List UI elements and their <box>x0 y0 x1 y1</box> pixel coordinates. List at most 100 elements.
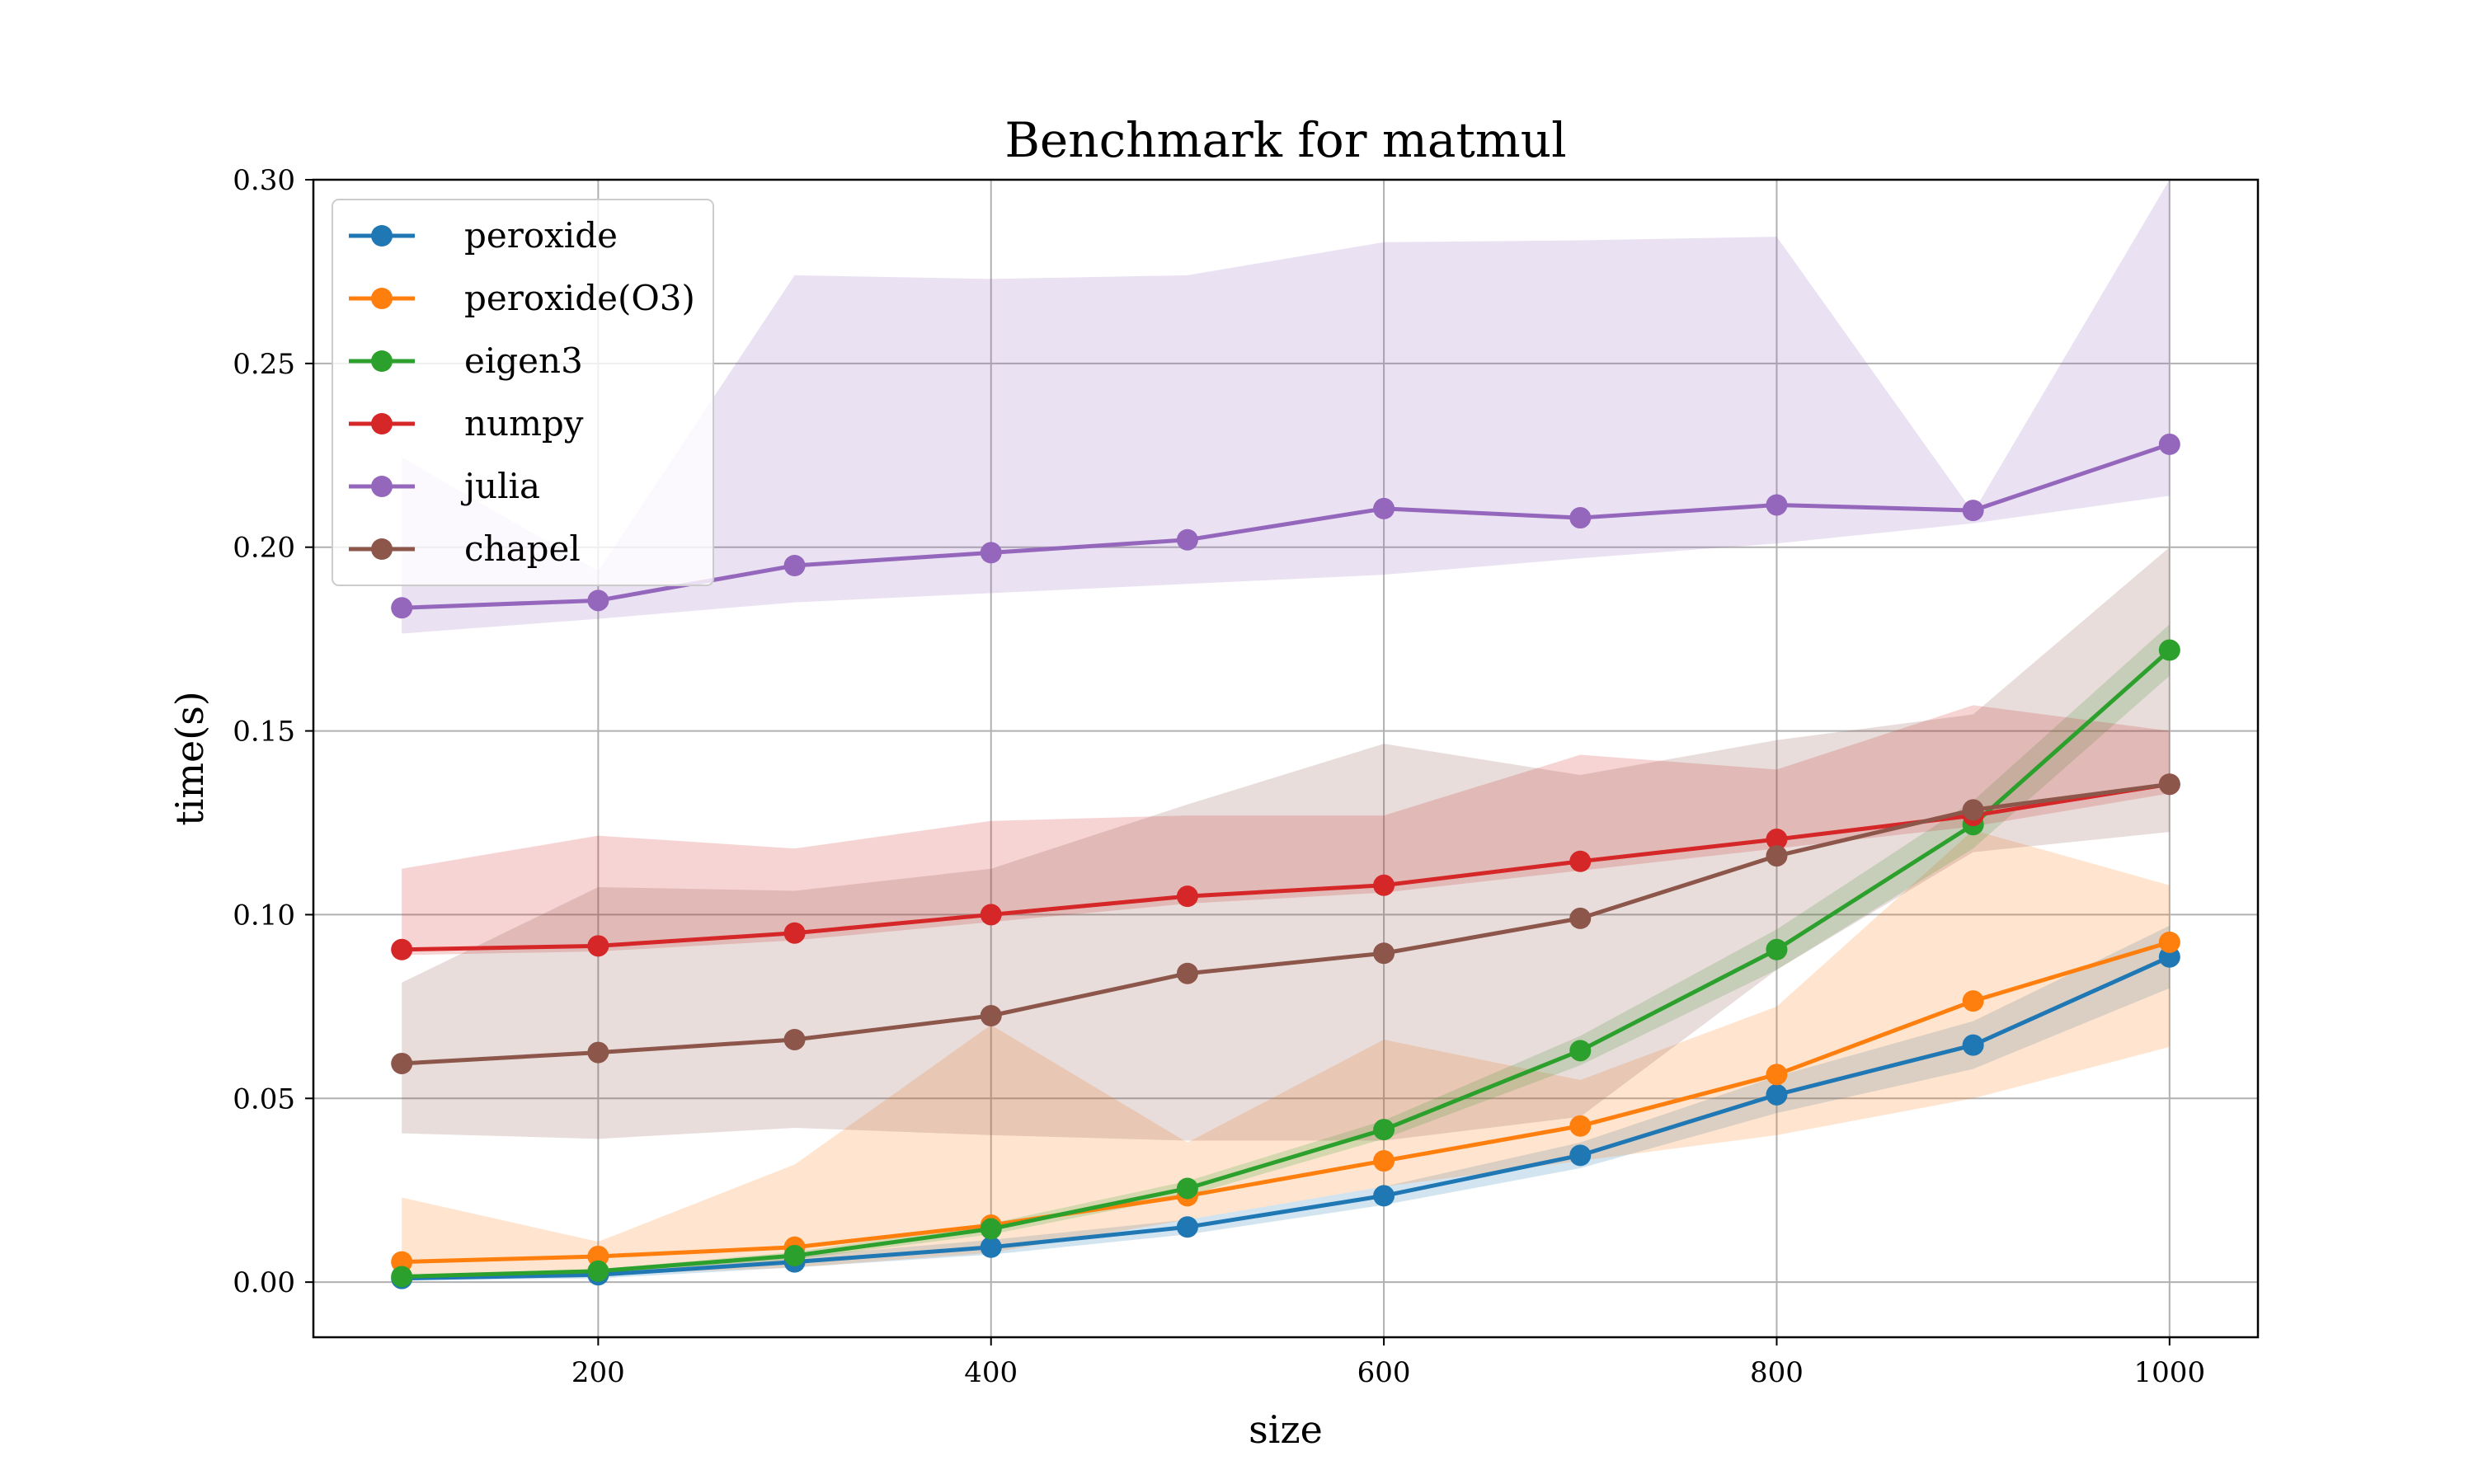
series-line-numpy <box>402 782 2171 952</box>
legend-marker <box>371 476 393 497</box>
data-point-chapel <box>391 1052 413 1074</box>
legend-label: julia <box>460 466 540 506</box>
error-bands <box>402 180 2170 1280</box>
band-numpy <box>402 705 2170 956</box>
data-point-peroxide-o3 <box>391 1251 413 1273</box>
data-point-julia <box>587 589 609 612</box>
data-point-eigen3 <box>391 1266 413 1288</box>
data-point-numpy <box>783 922 806 944</box>
data-point-chapel <box>783 1028 806 1050</box>
y-tick-label: 0.10 <box>233 899 295 932</box>
series-line-chapel <box>402 782 2171 1066</box>
data-point-eigen3 <box>783 1245 806 1267</box>
data-point-peroxide-o3 <box>1766 1064 1788 1086</box>
legend-label: chapel <box>464 528 581 569</box>
y-tick-label: 0.30 <box>233 164 295 197</box>
y-tick-label: 0.15 <box>233 716 295 749</box>
data-point-chapel <box>980 1005 1002 1026</box>
data-point-peroxide <box>2158 946 2180 968</box>
data-point-eigen3 <box>2158 639 2180 661</box>
legend-item-chapel: chapel <box>349 528 581 569</box>
data-point-peroxide <box>1962 1034 1984 1056</box>
data-point-peroxide <box>1176 1216 1198 1238</box>
legend-label: numpy <box>464 403 584 444</box>
plot-frame <box>312 178 2260 1339</box>
legend-item-numpy: numpy <box>349 403 584 444</box>
series-line-peroxide-o3 <box>402 940 2171 1265</box>
y-tick-label: 0.00 <box>233 1266 295 1299</box>
data-point-peroxide-o3 <box>1373 1150 1395 1172</box>
series-line-peroxide <box>402 955 2171 1281</box>
legend: peroxide peroxide(O3) eigen3 numpy julia chap… <box>332 199 714 586</box>
data-point-eigen3 <box>587 1260 609 1282</box>
data-point-peroxide <box>980 1236 1002 1258</box>
data-point-julia <box>1962 500 1984 522</box>
data-point-peroxide-o3 <box>587 1245 609 1267</box>
x-tick-label: 800 <box>1750 1356 1804 1389</box>
data-point-eigen3 <box>1373 1119 1395 1141</box>
legend-item-eigen3: eigen3 <box>349 340 583 381</box>
legend-marker <box>371 538 393 560</box>
x-tick-label: 600 <box>1357 1356 1411 1389</box>
y-tick-label: 0.25 <box>233 348 295 381</box>
data-point-numpy <box>587 935 609 957</box>
band-peroxide-o3- <box>402 829 2170 1279</box>
data-point-julia <box>783 555 806 576</box>
legend-item-peroxide-o3: peroxide(O3) <box>349 278 695 318</box>
data-point-numpy <box>1569 850 1592 872</box>
data-point-julia <box>1373 497 1395 519</box>
x-tick-label: 1000 <box>2134 1356 2206 1389</box>
band-chapel <box>402 547 2170 1141</box>
data-point-chapel <box>2158 773 2180 796</box>
legend-label: eigen3 <box>464 340 583 381</box>
data-point-chapel <box>1373 942 1395 965</box>
data-point-chapel <box>1766 845 1788 867</box>
y-tick-label: 0.20 <box>233 532 295 565</box>
series-chapel <box>391 773 2180 1074</box>
legend-item-julia: julia <box>349 466 540 506</box>
data-point-numpy <box>1373 874 1395 896</box>
data-point-chapel <box>1176 962 1198 984</box>
series-line-eigen3 <box>402 648 2171 1279</box>
data-point-peroxide-o3 <box>2158 931 2180 953</box>
data-point-julia <box>1766 494 1788 516</box>
data-point-julia <box>980 542 1002 564</box>
x-tick-label: 200 <box>571 1356 625 1389</box>
data-point-peroxide-o3 <box>1962 990 1984 1012</box>
data-point-chapel <box>1569 907 1592 929</box>
data-point-julia <box>391 597 413 619</box>
chart-title: Benchmark for matmul <box>1004 112 1566 168</box>
data-point-chapel <box>587 1041 609 1064</box>
series-lines <box>391 433 2180 1289</box>
legend-marker <box>371 288 393 309</box>
data-point-peroxide <box>1569 1144 1592 1167</box>
grid-lines <box>313 179 2258 1337</box>
legend-item-peroxide: peroxide <box>349 215 618 256</box>
x-axis-label: size <box>1249 1407 1323 1452</box>
legend-marker <box>371 350 393 372</box>
data-point-chapel <box>1962 799 1984 821</box>
axis-ticks: 200 400 600 800 1000 0.00 0.05 0.10 0.15 0.20 0.25… <box>233 164 2205 1389</box>
data-point-eigen3 <box>1766 938 1788 960</box>
data-point-julia <box>1176 528 1198 551</box>
data-point-julia <box>2158 433 2180 455</box>
legend-marker <box>371 413 393 434</box>
data-point-eigen3 <box>1569 1040 1592 1062</box>
data-point-peroxide <box>1766 1083 1788 1106</box>
data-point-numpy <box>1176 885 1198 908</box>
x-tick-label: 400 <box>964 1356 1018 1389</box>
data-point-eigen3 <box>1176 1177 1198 1200</box>
y-tick-label: 0.05 <box>233 1082 295 1115</box>
legend-box <box>332 199 714 586</box>
legend-label: peroxide <box>464 215 618 256</box>
legend-marker <box>371 225 393 247</box>
data-point-numpy <box>980 904 1002 926</box>
data-point-peroxide <box>1373 1185 1395 1207</box>
data-point-peroxide-o3 <box>1569 1115 1592 1137</box>
data-point-numpy <box>1766 829 1788 851</box>
data-point-eigen3 <box>980 1218 1002 1240</box>
y-axis-label: time(s) <box>167 691 212 826</box>
legend-label: peroxide(O3) <box>464 278 695 318</box>
data-point-julia <box>1569 507 1592 529</box>
